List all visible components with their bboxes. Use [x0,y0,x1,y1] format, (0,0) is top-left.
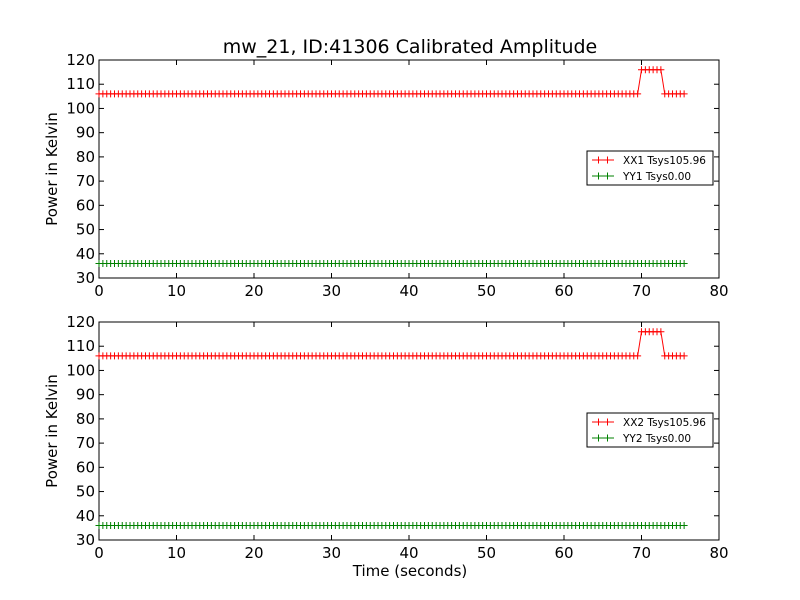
data-point-marker [634,90,642,98]
x-tick-label: 50 [477,544,496,562]
y-tick-label: 40 [76,507,95,525]
x-tick-label: 20 [244,544,263,562]
x-tick-label: 10 [167,282,186,300]
chart-panel-top: 0 10 20 30 40 50 60 70 80 30 40 50 60 70 80 90 100 110 120… [43,51,729,300]
legend-entry-label: YY2 Tsys0.00 [622,433,691,445]
data-point-marker [657,328,665,336]
x-tick-label: 0 [94,544,104,562]
y-tick-label: 30 [76,531,95,549]
x-tick-label: 70 [632,544,651,562]
x-tick-label: 40 [399,544,418,562]
y-tick-label: 90 [76,386,95,404]
data-point-marker [634,352,642,360]
y-tick-label: 120 [66,51,95,69]
legend-marker [595,434,611,442]
y-tick-label: 70 [76,172,95,190]
x-tick-label: 0 [94,282,104,300]
chart-panel-bottom: 0 10 20 30 40 50 60 70 80 30 40 50 60 70 80 90 100 110 120… [43,313,729,562]
x-tick-label: 60 [554,282,573,300]
y-tick-label: 60 [76,196,95,214]
legend-entry-label: XX2 Tsys105.96 [623,417,706,429]
x-tick-label: 40 [399,282,418,300]
x-axis-label: Time (seconds) [352,562,468,580]
y-tick-label: 50 [76,221,95,239]
y-tick-label: 100 [66,361,95,379]
x-tick-label: 20 [244,282,263,300]
y-tick-label: 90 [76,124,95,142]
y-axis-label: Power in Kelvin [43,374,61,488]
legend-entry-label: YY1 Tsys0.00 [622,171,691,183]
x-tick-label: 10 [167,544,186,562]
series-line-xx [99,331,685,357]
y-tick-label: 120 [66,313,95,331]
data-point-marker [680,352,688,360]
series-markers [95,259,688,267]
y-tick-label: 110 [66,75,95,93]
legend-marker [595,418,611,426]
x-tick-label: 60 [554,544,573,562]
x-tick-label: 30 [322,282,341,300]
x-tick-label: 30 [322,544,341,562]
x-tick-label: 50 [477,282,496,300]
legend-marker [595,172,611,180]
y-tick-label: 30 [76,269,95,287]
x-tick-label: 80 [709,282,728,300]
series-markers [95,521,688,529]
data-point-marker [680,259,688,267]
legend-entry-label: XX1 Tsys105.96 [623,155,706,167]
data-point-marker [680,521,688,529]
series-markers [95,66,688,98]
y-tick-label: 80 [76,148,95,166]
series-markers [95,328,688,360]
legend-marker [595,156,611,164]
y-tick-label: 40 [76,245,95,263]
y-tick-label: 100 [66,99,95,117]
y-tick-label: 60 [76,458,95,476]
y-tick-label: 110 [66,337,95,355]
data-point-marker [657,66,665,74]
series-line-xx [99,69,685,95]
x-tick-label: 80 [709,544,728,562]
legend: XX1 Tsys105.96 YY1 Tsys0.00 [586,150,714,186]
legend: XX2 Tsys105.96 YY2 Tsys0.00 [586,412,714,448]
data-point-marker [680,90,688,98]
y-axis-label: Power in Kelvin [43,112,61,226]
y-tick-label: 70 [76,434,95,452]
chart-title: mw_21, ID:41306 Calibrated Amplitude [223,36,598,58]
x-tick-label: 70 [632,282,651,300]
y-tick-label: 50 [76,483,95,501]
y-tick-label: 80 [76,410,95,428]
